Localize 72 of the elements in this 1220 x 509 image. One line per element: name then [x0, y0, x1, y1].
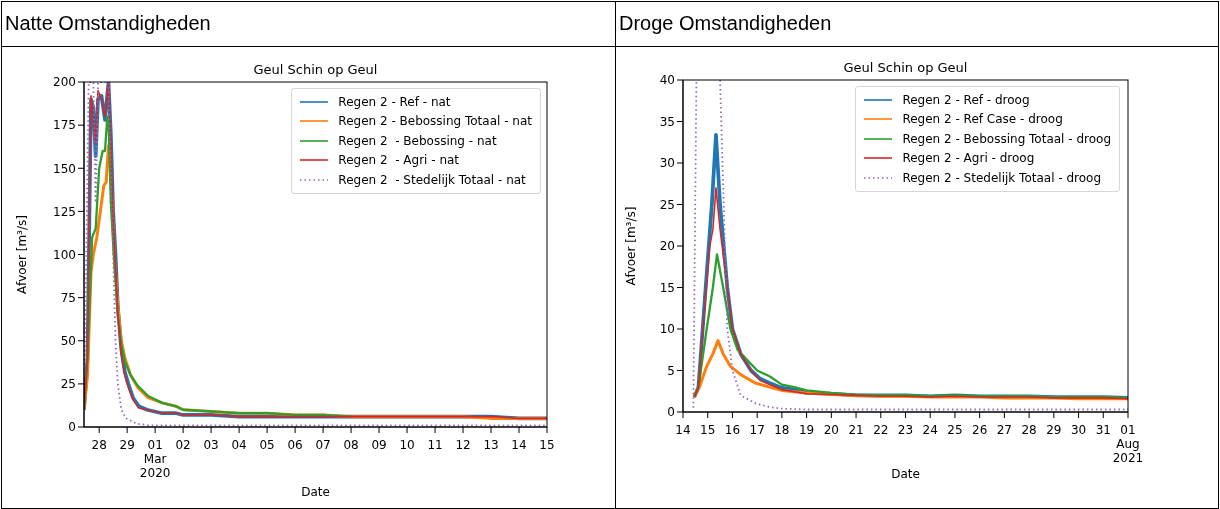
chart-subtitle: Geul Schin op Geul — [252, 62, 379, 77]
y-tick-label: 30 — [659, 156, 675, 171]
x-tick-label: 03 — [203, 438, 219, 452]
x-tick-label: 19 — [798, 423, 815, 437]
legend-label: Regen 2 - Ref Case - droog — [902, 112, 1063, 127]
x-tick-label: 30 — [1070, 423, 1087, 437]
x-tick-label: 10 — [399, 438, 415, 452]
y-tick-label: 35 — [659, 114, 675, 129]
y-tick-label: 10 — [659, 322, 675, 337]
legend-label: Regen 2 - Ref - nat — [338, 94, 451, 109]
x-tick-label: 16 — [724, 423, 741, 437]
x-tick-label: 27 — [996, 423, 1013, 437]
x-tick-label: 12 — [455, 438, 471, 452]
x-axis-title: Date — [301, 485, 330, 499]
x-tick-label: 06 — [287, 438, 303, 452]
x-tick-label: 26 — [972, 423, 988, 437]
y-tick-label: 125 — [53, 204, 76, 219]
x-tick-label: 15 — [539, 438, 555, 452]
y-tick-label: 0 — [68, 420, 76, 435]
y-tick-label: 40 — [659, 73, 675, 88]
x-tick-label: 17 — [749, 423, 765, 437]
y-axis-title: Afvoer [m³/s] — [624, 206, 639, 286]
x-tick-label: 28 — [1021, 423, 1037, 437]
x-tick-label: 09 — [371, 438, 387, 452]
x-tick-label: 04 — [231, 438, 247, 452]
x-tick-label: 15 — [700, 423, 716, 437]
x-tick-label: 21 — [848, 423, 864, 437]
x-tick-label: 28 — [91, 438, 107, 452]
y-tick-label: 100 — [53, 247, 76, 262]
chart-title: Droge Omstandigheden — [619, 12, 832, 35]
x-tick-label: 14 — [675, 423, 691, 437]
y-tick-label: 15 — [659, 280, 675, 295]
chart-title: Natte Omstandigheden — [5, 12, 211, 35]
x-tick-label: 11 — [427, 438, 443, 452]
x-tick-label: 07 — [315, 438, 331, 452]
x-tick-label: 18 — [774, 423, 790, 437]
x-tick-label: 22 — [873, 423, 889, 437]
y-tick-label: 75 — [60, 290, 76, 305]
y-tick-label: 20 — [659, 239, 675, 254]
y-tick-label: 150 — [53, 161, 76, 176]
legend-label: Regen 2 - Bebossing Totaal - droog — [902, 131, 1111, 146]
legend-label: Regen 2 - Stedelijk Totaal - droog — [902, 170, 1102, 185]
x-tick-label: 13 — [483, 438, 499, 452]
x-tick-label: 24 — [922, 423, 938, 437]
x-tick-label: 02 — [175, 438, 191, 452]
x-tick-label: 25 — [947, 423, 963, 437]
y-tick-label: 25 — [659, 197, 675, 212]
legend-label: Regen 2 - Stedelijk Totaal - nat — [338, 172, 526, 187]
chart-subtitle: Geul Schin op Geul — [842, 60, 969, 75]
x-tick-label: 05 — [259, 438, 275, 452]
legend-label: Regen 2 - Agri - nat — [338, 153, 460, 168]
y-tick-label: 0 — [667, 405, 675, 420]
y-tick-label: 200 — [53, 75, 76, 90]
y-tick-label: 50 — [60, 334, 76, 349]
x-tick-label: 14 — [511, 438, 527, 452]
x-tick-label: 01 Aug 2021 — [1112, 423, 1144, 465]
x-tick-label: 01 Mar 2020 — [139, 438, 171, 480]
legend-label: Regen 2 - Bebossing - nat — [338, 133, 497, 148]
legend-label: Regen 2 - Agri - droog — [902, 151, 1035, 166]
x-tick-label: 29 — [119, 438, 135, 452]
x-tick-label: 23 — [897, 423, 914, 437]
x-axis-title: Date — [891, 467, 920, 481]
y-tick-label: 5 — [667, 363, 675, 378]
x-tick-label: 20 — [823, 423, 839, 437]
y-tick-label: 25 — [60, 377, 76, 392]
legend-label: Regen 2 - Bebossing Totaal - nat — [338, 114, 532, 129]
x-tick-label: 31 — [1095, 423, 1111, 437]
legend-label: Regen 2 - Ref - droog — [902, 92, 1030, 107]
x-tick-label: 08 — [343, 438, 359, 452]
y-axis-title: Afvoer [m³/s] — [15, 215, 30, 294]
x-tick-label: 29 — [1046, 423, 1062, 437]
y-tick-label: 175 — [53, 118, 76, 133]
